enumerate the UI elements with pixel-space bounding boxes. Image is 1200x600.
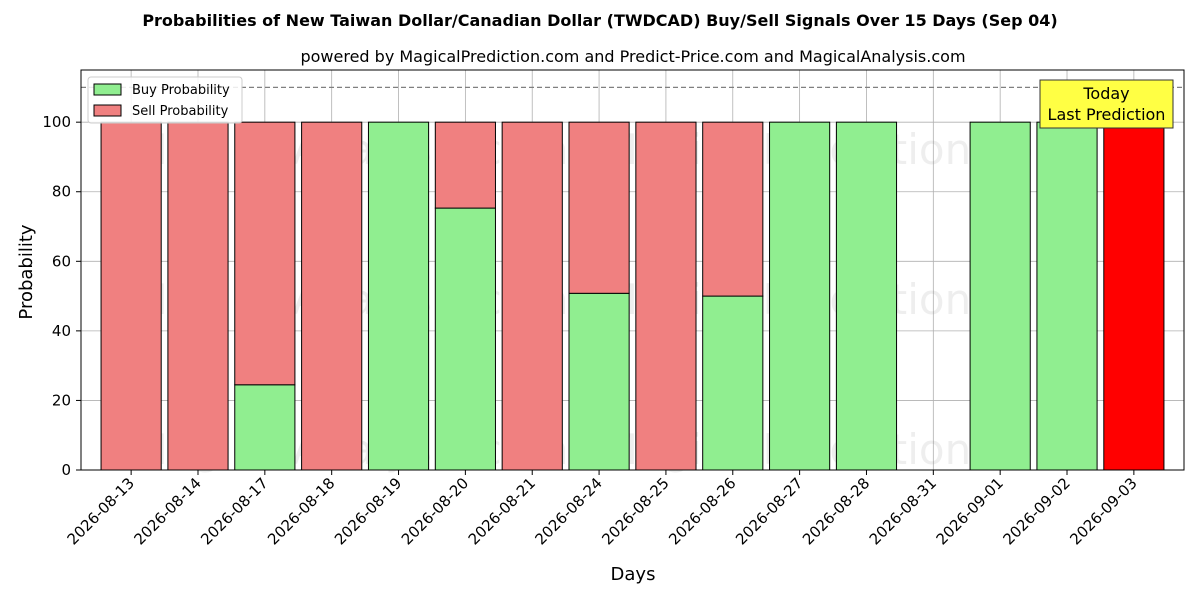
annotation-text: Last Prediction (1048, 105, 1166, 124)
chart-title: Probabilities of New Taiwan Dollar/Canad… (142, 11, 1057, 30)
x-tick-label: 2026-08-13 (64, 474, 138, 548)
legend-swatch (93, 83, 122, 96)
today-annotation: Today Last Prediction (1039, 79, 1174, 129)
x-tick-label: 2026-08-28 (799, 474, 873, 548)
x-tick-label: 2026-08-17 (197, 474, 271, 548)
buy-bar (969, 121, 1031, 471)
annotation-text: Today (1082, 84, 1129, 103)
x-tick-label: 2026-08-26 (665, 474, 739, 548)
legend-label: Buy Probability (132, 83, 230, 98)
buy-bar (234, 384, 296, 471)
sell-bar (568, 121, 630, 294)
legend: Buy Probability Sell Probability (87, 76, 243, 124)
sell-bar (234, 121, 296, 386)
x-tick-label: 2026-08-19 (331, 474, 405, 548)
x-tick-label: 2026-08-14 (130, 474, 204, 548)
bar-layer (100, 121, 1165, 471)
buy-bar (434, 207, 496, 471)
x-tick-label: 2026-08-24 (532, 474, 606, 548)
x-tick-label: 2026-08-21 (465, 474, 539, 548)
sell-bar (702, 121, 764, 297)
buy-bar (568, 292, 630, 471)
legend-box (87, 76, 243, 124)
sell-bar (301, 121, 363, 471)
x-tick-label: 2026-09-01 (933, 474, 1007, 548)
buy-bar (835, 121, 898, 471)
sell-bar (501, 121, 563, 471)
y-tick-label: 20 (52, 391, 71, 409)
sell-bar (434, 121, 496, 209)
plot-frame (80, 69, 1185, 471)
x-tick-label: 2026-08-20 (398, 474, 472, 548)
x-tick-label: 2026-08-31 (866, 474, 940, 548)
x-axis-label: Days (611, 564, 656, 585)
x-tick-label: 2026-09-02 (999, 474, 1073, 548)
annotation-box (1039, 79, 1174, 129)
y-tick-label: 0 (61, 461, 71, 479)
sell-bar (167, 121, 229, 471)
today-sell-bar (1103, 121, 1165, 471)
buy-bar (367, 121, 430, 471)
x-tick-label: 2026-08-27 (732, 474, 806, 548)
x-tick-label: 2026-09-03 (1066, 474, 1140, 548)
x-tick-label: 2026-08-25 (598, 474, 672, 548)
buy-bar (1036, 121, 1098, 471)
y-tick-label: 60 (52, 252, 71, 270)
buy-bar (702, 295, 764, 471)
chart-subtitle: powered by MagicalPrediction.com and Pre… (300, 47, 965, 66)
sell-bar (635, 121, 697, 471)
y-axis-label: Probability (16, 224, 37, 319)
x-tick-label: 2026-08-18 (264, 474, 338, 548)
legend-label: Sell Probability (132, 104, 229, 119)
buy-bar (769, 121, 831, 471)
legend-swatch (93, 104, 122, 117)
y-tick-label: 80 (52, 183, 71, 201)
y-tick-label: 40 (52, 322, 71, 340)
y-tick-label: 100 (42, 113, 71, 131)
sell-bar (100, 121, 162, 471)
